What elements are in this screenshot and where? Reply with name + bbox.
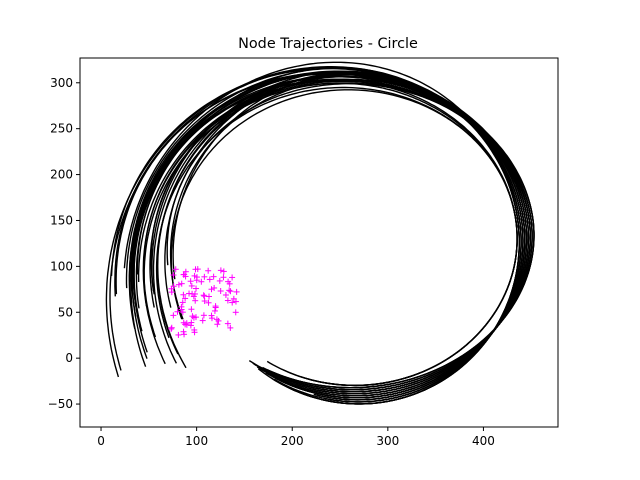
x-axis: 0 100 200 300 400 [97,427,495,448]
y-tick-label: 50 [58,305,73,319]
start-marker [178,306,185,313]
start-marker [211,307,218,314]
y-tick-label: 150 [50,213,73,227]
x-tick-label: 200 [281,434,304,448]
start-marker [179,309,186,316]
start-marker [225,278,232,285]
start-marker [174,308,181,315]
start-marker [188,306,195,313]
start-marker [193,274,200,281]
start-marker [211,284,218,291]
start-marker [182,273,189,280]
start-marker [190,293,197,300]
start-marker [216,277,223,284]
start-marker [229,274,236,281]
start-marker [198,278,205,285]
start-marker [224,297,231,304]
start-marker [217,267,224,274]
y-tick-label: 300 [50,76,73,90]
start-marker [205,299,212,306]
plot-area [105,61,535,405]
start-marker [187,278,194,285]
start-marker [200,312,207,319]
start-marker [212,303,219,310]
start-marker [178,280,185,287]
x-tick-label: 300 [376,434,399,448]
axes-frame [79,57,559,428]
y-tick-label: 0 [65,351,73,365]
x-tick-label: 100 [185,434,208,448]
start-marker [170,272,177,279]
start-marker [175,281,182,288]
start-marker [187,322,194,329]
start-marker [194,266,201,273]
start-marker [179,299,186,306]
trajectory-line [125,67,526,399]
start-marker [220,268,227,275]
trajectory-series [105,61,535,405]
start-marker [230,295,237,302]
y-axis: −50 0 50 100 150 200 250 300 [48,76,80,411]
start-marker [168,324,175,331]
start-marker [170,312,177,319]
start-marker [200,292,207,299]
start-marker [222,291,229,298]
start-marker [208,312,215,319]
trajectory-line [164,72,520,405]
start-marker [182,321,189,328]
start-marker [217,287,224,294]
start-marker [170,283,177,290]
start-marker [193,285,200,292]
x-tick-label: 400 [472,434,495,448]
start-marker [232,309,239,316]
start-marker [189,313,196,320]
start-marker [182,295,189,302]
start-marker [168,325,175,332]
start-marker [192,297,199,304]
start-marker [188,282,195,289]
trajectory-line [137,79,518,387]
x-tick-label: 0 [97,434,105,448]
start-marker [201,273,208,280]
start-marker [227,324,234,331]
start-marker [205,267,212,274]
start-marker [233,288,240,295]
start-marker [181,331,188,338]
start-marker [220,274,227,281]
start-marker [172,266,179,273]
trajectory-line [110,67,531,393]
start-marker [224,320,231,327]
y-tick-label: 200 [50,168,73,182]
start-marker [206,276,213,283]
start-marker [180,291,187,298]
start-marker [229,299,236,306]
start-marker [214,321,221,328]
start-marker [199,317,206,324]
start-marker [192,314,199,321]
start-marker [208,286,215,293]
y-tick-label: 100 [50,259,73,273]
y-tick-label: 250 [50,122,73,136]
start-markers [168,266,240,338]
chart-title: Node Trajectories - Circle [238,36,418,52]
start-marker [191,326,198,333]
y-tick-label: −50 [48,397,73,411]
start-marker [180,328,187,335]
start-marker [201,298,208,305]
start-marker [227,288,234,295]
start-marker [175,331,182,338]
trajectory-line [105,66,524,401]
trajectory-line [136,71,528,397]
start-marker [210,273,217,280]
start-marker [168,289,175,296]
start-marker [226,287,233,294]
trajectory-line [128,71,530,395]
start-marker [186,290,193,297]
